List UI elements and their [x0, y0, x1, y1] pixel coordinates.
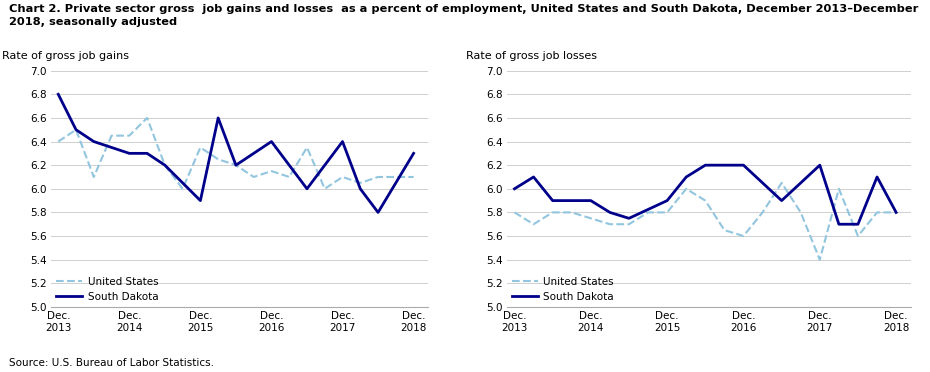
United States: [776, 181, 787, 185]
South Dakota: [776, 198, 787, 203]
United States: [815, 257, 826, 262]
United States: [528, 222, 539, 227]
United States: [373, 175, 384, 179]
South Dakota: [547, 198, 558, 203]
South Dakota: [194, 198, 206, 203]
Line: United States: United States: [59, 118, 414, 189]
United States: [194, 145, 206, 150]
South Dakota: [159, 163, 170, 167]
United States: [566, 210, 578, 215]
South Dakota: [337, 139, 348, 144]
United States: [53, 139, 64, 144]
Line: South Dakota: South Dakota: [59, 94, 414, 212]
South Dakota: [528, 175, 539, 179]
South Dakota: [266, 139, 277, 144]
United States: [248, 175, 259, 179]
South Dakota: [509, 186, 520, 191]
United States: [337, 175, 348, 179]
South Dakota: [231, 163, 242, 167]
United States: [699, 198, 711, 203]
United States: [266, 169, 277, 173]
United States: [231, 163, 242, 167]
United States: [737, 234, 749, 238]
United States: [757, 210, 768, 215]
United States: [871, 210, 883, 215]
Line: South Dakota: South Dakota: [514, 165, 897, 224]
Text: Chart 2. Private sector gross  job gains and losses  as a percent of employment,: Chart 2. Private sector gross job gains …: [9, 4, 919, 27]
United States: [509, 210, 520, 215]
South Dakota: [141, 151, 153, 155]
United States: [661, 210, 672, 215]
United States: [681, 186, 692, 191]
South Dakota: [585, 198, 596, 203]
South Dakota: [124, 151, 135, 155]
United States: [106, 134, 117, 138]
South Dakota: [699, 163, 711, 167]
United States: [623, 222, 634, 227]
Legend: United States, South Dakota: United States, South Dakota: [57, 277, 158, 302]
South Dakota: [301, 186, 312, 191]
South Dakota: [354, 186, 365, 191]
South Dakota: [213, 116, 224, 120]
United States: [71, 128, 82, 132]
United States: [643, 210, 654, 215]
United States: [547, 210, 558, 215]
United States: [354, 181, 365, 185]
South Dakota: [373, 210, 384, 215]
United States: [604, 222, 616, 227]
South Dakota: [661, 198, 672, 203]
Legend: United States, South Dakota: United States, South Dakota: [512, 277, 614, 302]
United States: [319, 186, 330, 191]
Text: Rate of gross job losses: Rate of gross job losses: [466, 51, 597, 61]
South Dakota: [833, 222, 844, 227]
South Dakota: [623, 216, 634, 221]
United States: [88, 175, 100, 179]
South Dakota: [681, 175, 692, 179]
United States: [141, 116, 153, 120]
South Dakota: [604, 210, 616, 215]
United States: [585, 216, 596, 221]
South Dakota: [737, 163, 749, 167]
United States: [301, 145, 312, 150]
South Dakota: [891, 210, 902, 215]
South Dakota: [871, 175, 883, 179]
South Dakota: [88, 139, 100, 144]
United States: [853, 234, 864, 238]
United States: [408, 175, 419, 179]
South Dakota: [815, 163, 826, 167]
United States: [213, 157, 224, 161]
Line: United States: United States: [514, 183, 897, 260]
South Dakota: [853, 222, 864, 227]
United States: [284, 175, 295, 179]
South Dakota: [71, 128, 82, 132]
United States: [833, 186, 844, 191]
United States: [177, 186, 188, 191]
United States: [891, 210, 902, 215]
South Dakota: [53, 92, 64, 96]
Text: Rate of gross job gains: Rate of gross job gains: [2, 51, 129, 61]
United States: [124, 134, 135, 138]
United States: [159, 163, 170, 167]
South Dakota: [408, 151, 419, 155]
United States: [795, 210, 806, 215]
Text: Source: U.S. Bureau of Labor Statistics.: Source: U.S. Bureau of Labor Statistics.: [9, 358, 214, 368]
United States: [719, 228, 730, 232]
